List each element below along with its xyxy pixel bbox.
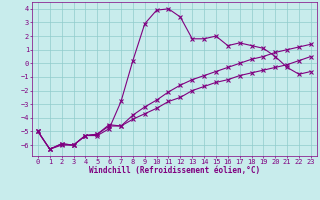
X-axis label: Windchill (Refroidissement éolien,°C): Windchill (Refroidissement éolien,°C) [89, 166, 260, 175]
